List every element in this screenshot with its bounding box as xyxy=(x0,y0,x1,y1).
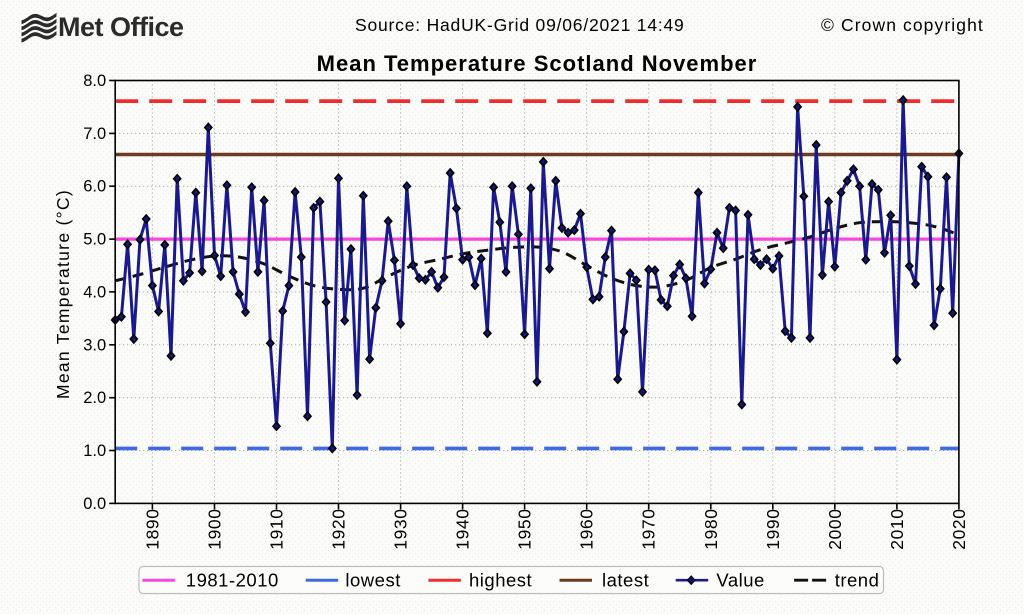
svg-text:1920: 1920 xyxy=(329,508,349,549)
svg-text:highest: highest xyxy=(469,569,532,590)
svg-text:2020: 2020 xyxy=(949,508,969,549)
svg-text:7.0: 7.0 xyxy=(83,125,106,143)
svg-text:2.0: 2.0 xyxy=(83,389,106,407)
svg-text:1980: 1980 xyxy=(701,508,721,549)
svg-text:1981-2010: 1981-2010 xyxy=(186,569,279,590)
svg-text:1940: 1940 xyxy=(453,508,473,549)
svg-text:1890: 1890 xyxy=(142,508,162,549)
svg-text:2010: 2010 xyxy=(887,508,907,549)
svg-text:Mean Temperature (°C): Mean Temperature (°C) xyxy=(53,189,73,399)
svg-text:5.0: 5.0 xyxy=(83,231,106,249)
svg-text:© Crown copyright: © Crown copyright xyxy=(821,15,984,35)
svg-text:2000: 2000 xyxy=(825,508,845,549)
svg-text:8.0: 8.0 xyxy=(83,72,106,90)
svg-text:1930: 1930 xyxy=(391,508,411,549)
svg-text:1900: 1900 xyxy=(205,508,225,549)
svg-text:Source: HadUK-Grid 09/06/2021: Source: HadUK-Grid 09/06/2021 14:49 xyxy=(355,15,685,35)
svg-text:1970: 1970 xyxy=(639,508,659,549)
svg-text:Value: Value xyxy=(716,569,764,590)
svg-text:3.0: 3.0 xyxy=(83,336,106,354)
svg-text:1990: 1990 xyxy=(763,508,783,549)
svg-text:1910: 1910 xyxy=(267,508,287,549)
svg-text:Met Office: Met Office xyxy=(58,12,184,42)
svg-text:1.0: 1.0 xyxy=(83,442,106,460)
svg-text:latest: latest xyxy=(602,569,649,590)
svg-text:0.0: 0.0 xyxy=(83,495,106,513)
svg-text:4.0: 4.0 xyxy=(83,283,106,301)
svg-text:lowest: lowest xyxy=(345,569,400,590)
svg-text:trend: trend xyxy=(835,569,880,590)
svg-text:6.0: 6.0 xyxy=(83,178,106,196)
svg-text:Mean Temperature Scotland Nove: Mean Temperature Scotland November xyxy=(317,51,758,76)
svg-text:1960: 1960 xyxy=(577,508,597,549)
svg-text:1950: 1950 xyxy=(515,508,535,549)
